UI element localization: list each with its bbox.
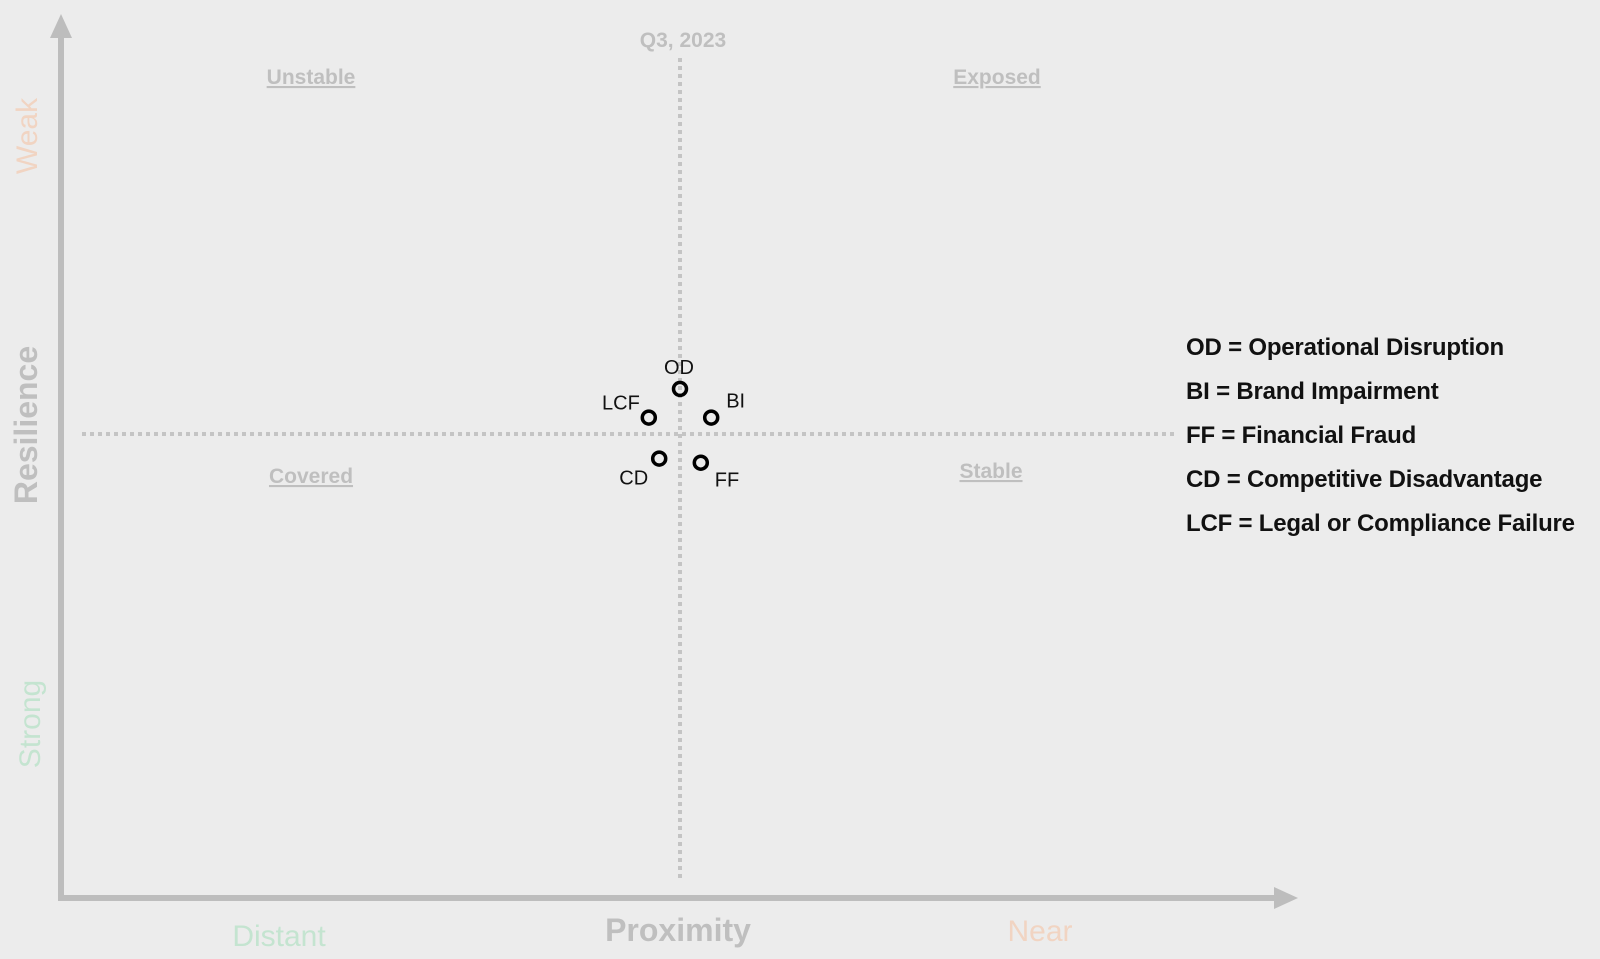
point-cd — [650, 450, 668, 467]
point-label-ff: FF — [715, 470, 739, 492]
y-axis-low-label: Strong — [14, 680, 47, 768]
legend: OD = Operational Disruption BI = Brand I… — [1186, 333, 1575, 553]
data-points: OD BI LCF CD FF — [602, 357, 745, 492]
chart-title: Q3, 2023 — [640, 29, 726, 52]
y-axis-label: Resilience — [8, 346, 44, 504]
legend-item-od: OD = Operational Disruption — [1186, 334, 1504, 361]
quadrant-label-bottom-right: Stable — [959, 460, 1022, 483]
point-label-od: OD — [664, 357, 694, 379]
legend-item-cd: CD = Competitive Disadvantage — [1186, 466, 1543, 493]
legend-item-lcf: LCF = Legal or Compliance Failure — [1186, 510, 1575, 537]
point-ff — [692, 454, 710, 471]
point-od — [671, 380, 689, 398]
legend-item-bi: BI = Brand Impairment — [1186, 378, 1439, 405]
quadrant-label-top-right: Exposed — [953, 66, 1041, 89]
quadrant-label-bottom-left: Covered — [269, 465, 353, 488]
x-axis-high-label: Near — [1007, 915, 1072, 948]
quadrant-label-top-left: Unstable — [267, 66, 356, 89]
x-axis-label: Proximity — [605, 912, 751, 948]
point-bi — [702, 409, 720, 426]
point-label-lcf: LCF — [602, 393, 640, 415]
point-lcf — [640, 409, 658, 426]
y-axis-high-label: Weak — [11, 97, 44, 174]
y-axis-arrowhead — [50, 14, 72, 38]
point-label-bi: BI — [726, 391, 745, 413]
x-axis-arrowhead — [1274, 887, 1298, 909]
point-label-cd: CD — [619, 468, 648, 490]
legend-item-ff: FF = Financial Fraud — [1186, 422, 1417, 449]
x-axis-low-label: Distant — [232, 920, 326, 953]
